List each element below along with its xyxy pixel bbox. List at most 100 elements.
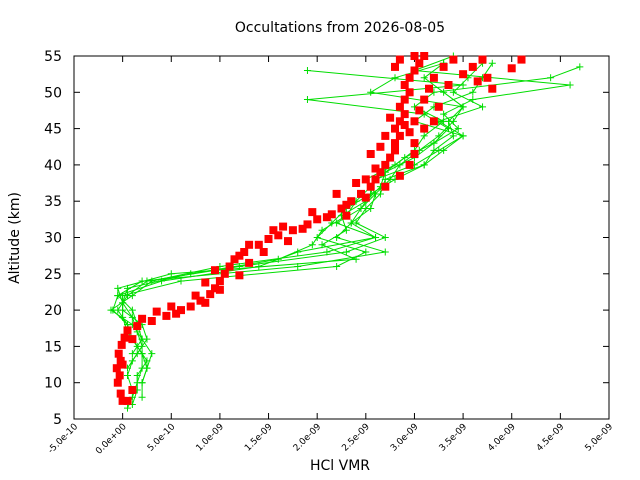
red-point (279, 222, 288, 231)
green-point (469, 88, 477, 96)
green-point (294, 248, 302, 256)
red-point (152, 307, 161, 316)
green-point (124, 284, 131, 292)
green-point (435, 146, 443, 154)
red-point (114, 349, 123, 358)
green-point (420, 132, 428, 140)
plot-area (73, 55, 610, 420)
red-point (400, 95, 409, 104)
red-point (313, 215, 322, 224)
red-point (459, 70, 468, 79)
x-tick-label: 1.5e-09 (243, 422, 275, 454)
red-point (405, 160, 414, 169)
red-point (391, 139, 399, 148)
red-point (405, 88, 414, 97)
red-point (284, 237, 292, 246)
green-point (449, 88, 457, 96)
red-point (235, 251, 244, 260)
chart-title: Occultations from 2026-08-05 (235, 20, 445, 36)
red-point (162, 311, 171, 320)
red-point (371, 175, 380, 184)
green-point (547, 74, 555, 82)
red-point (429, 73, 438, 82)
red-point (410, 139, 419, 148)
green-point (381, 175, 389, 183)
green-point (138, 379, 146, 387)
green-point (420, 161, 428, 169)
red-point (361, 193, 370, 202)
green-point (128, 306, 136, 314)
green-point (124, 371, 131, 379)
red-point (395, 117, 404, 126)
red-point (415, 106, 424, 115)
x-axis-label: HCl VMR (310, 458, 370, 474)
x-axis: -5.0e-10 0.0e+00 5.0e-10 1.0e-09 1.5e-09 2.0e… (46, 56, 615, 457)
red-point (147, 317, 156, 325)
green-point (255, 263, 263, 271)
red-point (274, 231, 283, 240)
x-tick-label: 2.0e-09 (292, 422, 324, 454)
red-point (357, 189, 365, 198)
green-point (566, 81, 574, 89)
green-series (107, 52, 584, 412)
green-profile-line (112, 62, 464, 409)
y-tick-label: 10 (44, 376, 62, 392)
red-point (211, 284, 219, 293)
red-point (240, 248, 249, 256)
green-point (124, 404, 131, 412)
red-point (264, 235, 273, 243)
y-tick-label: 55 (44, 49, 62, 65)
red-point (410, 117, 419, 126)
red-point (449, 55, 458, 64)
red-point (376, 168, 385, 177)
green-point (114, 284, 122, 292)
red-point (405, 73, 414, 82)
red-point (128, 335, 137, 344)
red-point (371, 164, 380, 173)
red-point (123, 326, 132, 335)
y-tick-label: 45 (44, 122, 62, 138)
red-point (444, 81, 453, 89)
red-point (225, 262, 234, 271)
y-tick-label: 50 (44, 85, 62, 101)
red-point (410, 66, 419, 75)
red-point (366, 182, 375, 191)
red-point (381, 131, 390, 140)
x-tick-label: 3.0e-09 (389, 422, 421, 454)
red-point (112, 364, 121, 373)
green-point (114, 292, 122, 300)
green-point (177, 277, 185, 285)
red-point (308, 208, 317, 217)
red-point (215, 277, 224, 286)
red-point (488, 84, 497, 93)
red-point (196, 296, 205, 305)
red-point (391, 124, 399, 133)
green-point (459, 132, 467, 140)
red-point (381, 160, 390, 169)
green-point (133, 371, 141, 379)
y-tick-label: 15 (44, 339, 62, 355)
y-axis-label: Altitude (km) (7, 192, 23, 284)
red-point (133, 322, 142, 331)
x-tick-label: 4.0e-09 (486, 422, 518, 454)
red-point (376, 142, 385, 151)
green-point (119, 306, 127, 314)
green-point (381, 248, 389, 256)
green-point (128, 350, 136, 358)
green-point (342, 248, 350, 256)
green-point (347, 219, 355, 227)
red-point (381, 182, 390, 191)
x-tick-label: -5.0e-10 (46, 422, 80, 456)
green-point (445, 117, 452, 125)
red-point (429, 117, 438, 126)
green-point (454, 125, 462, 133)
red-point (245, 258, 254, 267)
y-tick-label: 20 (44, 303, 62, 319)
green-point (440, 88, 448, 96)
x-tick-label: 1.0e-09 (195, 422, 227, 454)
y-axis: 5 10 15 20 25 30 35 40 45 50 55 (44, 49, 609, 428)
green-point (357, 204, 365, 212)
red-point (352, 179, 361, 187)
green-point (143, 364, 151, 372)
